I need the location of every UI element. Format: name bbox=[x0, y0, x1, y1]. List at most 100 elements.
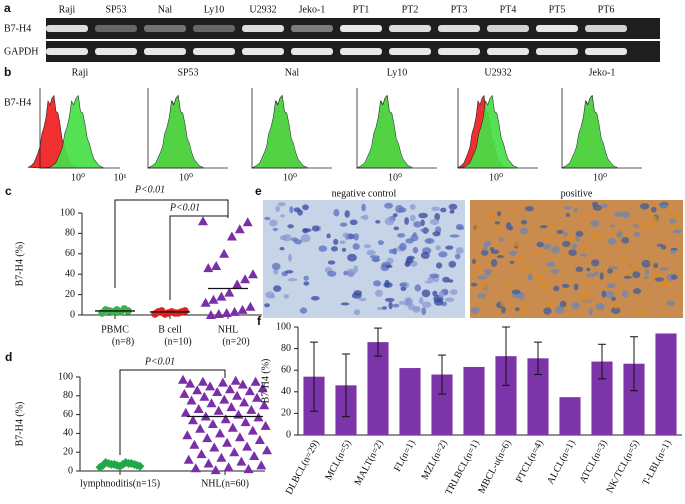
y-tick-label: 80 bbox=[63, 390, 73, 401]
cell-nucleus bbox=[327, 270, 337, 277]
cell-nucleus bbox=[360, 215, 366, 220]
bar bbox=[431, 374, 453, 435]
cell-nucleus bbox=[381, 306, 387, 310]
cell-nucleus bbox=[430, 218, 440, 225]
cell-nucleus bbox=[471, 258, 477, 265]
cell-nucleus bbox=[575, 230, 584, 237]
cell-nucleus bbox=[477, 275, 488, 280]
histogram-tick-label: 10⁰ bbox=[388, 172, 402, 183]
y-tick-label: 0 bbox=[70, 309, 75, 320]
cell-nucleus bbox=[586, 267, 591, 272]
data-point bbox=[237, 379, 248, 389]
data-point bbox=[229, 306, 240, 316]
cell-nucleus bbox=[435, 245, 441, 251]
gel-band bbox=[46, 25, 88, 32]
x-tick-note: (n=8) bbox=[112, 336, 134, 347]
cell-nucleus bbox=[384, 279, 390, 288]
cell-nucleus bbox=[484, 272, 492, 276]
cell-nucleus bbox=[275, 205, 281, 212]
cell-nucleus bbox=[488, 210, 495, 219]
cell-nucleus bbox=[293, 207, 301, 213]
cell-nucleus bbox=[669, 217, 677, 224]
cell-nucleus bbox=[495, 225, 502, 232]
cell-nucleus bbox=[375, 289, 383, 297]
cell-nucleus bbox=[273, 268, 279, 275]
cell-nucleus bbox=[546, 261, 556, 268]
p-value: P<0.01 bbox=[134, 184, 165, 195]
gel-band bbox=[242, 48, 284, 55]
cell-nucleus bbox=[331, 246, 338, 252]
cell-nucleus bbox=[424, 280, 434, 284]
cell-nucleus bbox=[420, 228, 430, 232]
histogram-green bbox=[147, 94, 204, 169]
y-tick-label: 80 bbox=[65, 228, 75, 239]
cell-nucleus bbox=[339, 222, 348, 227]
cell-nucleus bbox=[626, 291, 632, 298]
cell-nucleus bbox=[299, 307, 308, 314]
histology-image bbox=[470, 200, 683, 318]
gel-band bbox=[389, 48, 431, 55]
cell-nucleus bbox=[414, 284, 422, 292]
cell-nucleus bbox=[475, 262, 479, 269]
lane-label: Ly10 bbox=[204, 4, 225, 15]
cell-nucleus bbox=[418, 212, 428, 219]
gel-band bbox=[193, 25, 235, 32]
panel-label: a bbox=[4, 1, 11, 15]
cell-nucleus bbox=[342, 232, 349, 238]
bar bbox=[399, 368, 421, 435]
cell-nucleus bbox=[409, 214, 416, 222]
histogram-tick-label: 10⁰ bbox=[283, 172, 297, 183]
cell-nucleus bbox=[264, 216, 271, 221]
cell-nucleus bbox=[431, 206, 441, 212]
gel-band bbox=[193, 48, 235, 55]
cell-nucleus bbox=[478, 280, 489, 289]
data-point bbox=[211, 261, 222, 270]
panel-label: f bbox=[257, 314, 262, 328]
data-point bbox=[246, 404, 257, 414]
data-point bbox=[179, 388, 190, 398]
cell-nucleus bbox=[644, 269, 650, 275]
cell-nucleus bbox=[549, 223, 557, 230]
cell-nucleus bbox=[651, 206, 657, 213]
cell-nucleus bbox=[454, 253, 461, 260]
gel-band bbox=[291, 25, 333, 32]
data-point bbox=[232, 279, 243, 289]
cell-nucleus bbox=[573, 283, 579, 291]
cell-nucleus bbox=[455, 224, 464, 230]
cell-nucleus bbox=[483, 269, 493, 273]
cell-nucleus bbox=[448, 260, 457, 268]
cell-nucleus bbox=[373, 280, 382, 287]
cell-nucleus bbox=[412, 246, 419, 254]
data-point bbox=[242, 441, 253, 451]
data-point bbox=[252, 392, 262, 402]
data-point bbox=[215, 428, 225, 438]
cell-line-name: Raji bbox=[72, 67, 89, 78]
cell-nucleus bbox=[553, 285, 560, 292]
data-point bbox=[180, 407, 191, 417]
data-point bbox=[200, 297, 211, 307]
cell-nucleus bbox=[341, 247, 347, 252]
data-point bbox=[196, 449, 207, 459]
cell-line-name: SP53 bbox=[177, 67, 198, 78]
cell-nucleus bbox=[595, 302, 605, 311]
cell-nucleus bbox=[600, 203, 608, 208]
data-point bbox=[209, 442, 220, 452]
cell-nucleus bbox=[404, 217, 409, 225]
cell-nucleus bbox=[632, 271, 641, 279]
data-point bbox=[109, 308, 117, 316]
data-point bbox=[199, 391, 210, 401]
cell-nucleus bbox=[517, 255, 526, 264]
x-tick-label: PBMC bbox=[101, 324, 129, 335]
cell-nucleus bbox=[500, 300, 507, 307]
data-point bbox=[198, 216, 208, 226]
cell-nucleus bbox=[562, 240, 571, 248]
cell-nucleus bbox=[644, 222, 653, 228]
cell-nucleus bbox=[269, 219, 278, 227]
histogram-tick-label: 10⁰ bbox=[593, 172, 607, 183]
cell-nucleus bbox=[300, 234, 311, 243]
cell-line-name: Ly10 bbox=[387, 67, 408, 78]
cell-nucleus bbox=[551, 246, 560, 254]
data-point bbox=[216, 291, 227, 301]
data-point bbox=[197, 376, 208, 386]
y-axis-label: B7-H4 (%) bbox=[14, 242, 25, 287]
